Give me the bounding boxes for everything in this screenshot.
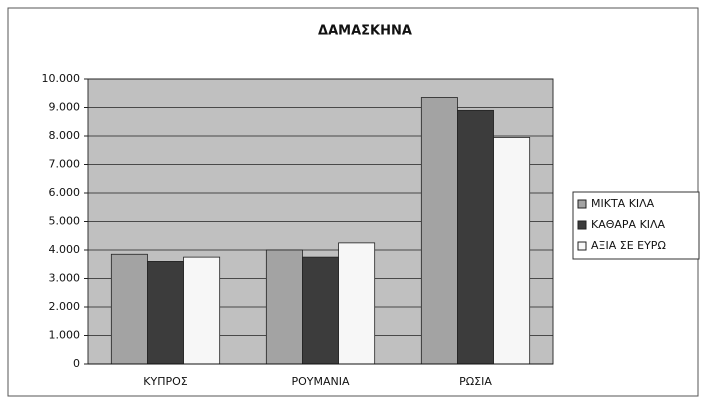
bar [338, 242, 376, 365]
y-tick-label: 2.000 [49, 300, 81, 313]
bar [265, 249, 303, 365]
legend-swatch [577, 241, 587, 251]
x-tick-label: ΚΥΠΡΟΣ [143, 375, 187, 388]
bar [302, 256, 339, 365]
bar [420, 97, 458, 365]
x-tick-label: ΡΟΥΜΑΝΙΑ [291, 375, 349, 388]
legend-box [572, 191, 700, 260]
y-tick-label: 6.000 [49, 186, 81, 199]
y-tick-label: 9.000 [49, 101, 81, 114]
chart-title: ΔΑΜΑΣΚΗΝΑ [318, 24, 412, 39]
y-tick-label: 4.000 [49, 243, 81, 256]
legend-label: ΑΞΙΑ ΣΕ ΕΥΡΩ [591, 239, 666, 252]
y-tick-label: 3.000 [49, 272, 81, 285]
bar [110, 253, 148, 365]
bar [457, 109, 494, 365]
bar [147, 260, 184, 365]
x-tick-label: ΡΩΣΙΑ [459, 375, 492, 388]
legend-label: ΚΑΘΑΡΑ ΚΙΛΑ [591, 218, 666, 231]
y-tick-label: 10.000 [42, 72, 81, 85]
y-tick-label: 5.000 [49, 215, 81, 228]
legend-label: ΜΙΚΤΑ ΚΙΛΑ [591, 197, 655, 210]
legend-swatch [577, 220, 587, 230]
y-tick-label: 8.000 [49, 129, 81, 142]
y-tick-label: 1.000 [49, 329, 81, 342]
y-tick-label: 0 [73, 357, 80, 370]
bar [493, 137, 531, 365]
legend-swatch [577, 199, 587, 209]
bar [183, 256, 221, 365]
y-tick-label: 7.000 [49, 158, 81, 171]
